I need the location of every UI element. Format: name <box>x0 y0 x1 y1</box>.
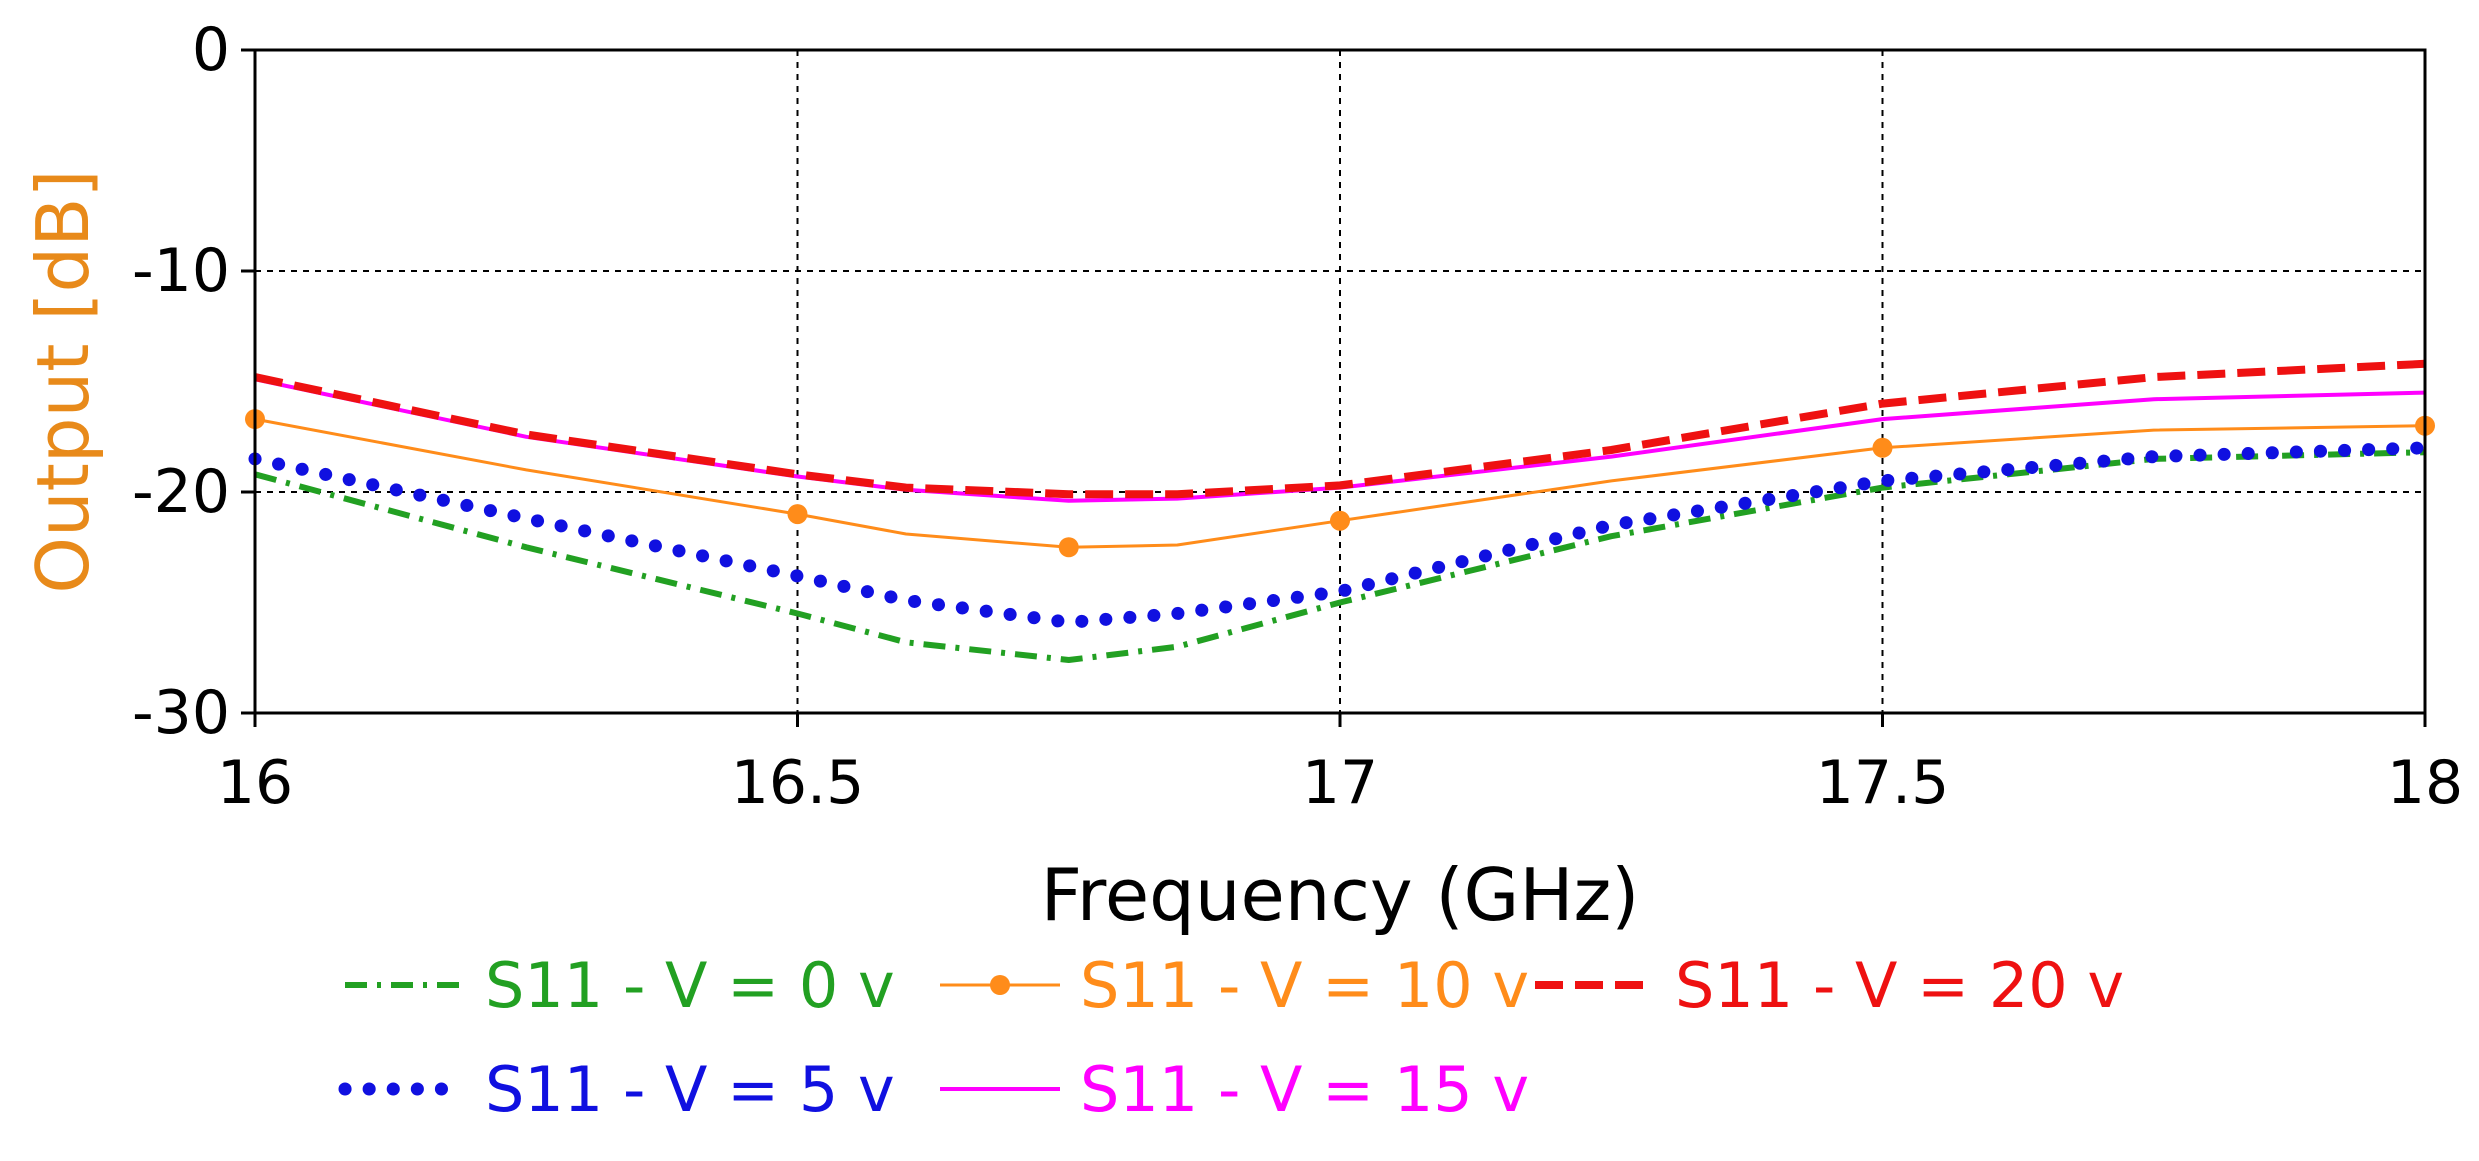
x-tick-label: 17 <box>1302 748 1378 818</box>
series-marker-s11-v-10-v <box>787 504 808 525</box>
series-marker-s11-v-10-v <box>1872 437 1893 458</box>
y-axis-title: Output [dB] <box>21 169 105 593</box>
legend: S11 - V = 0 v S11 - V = 10 v S11 - V = 20 … <box>338 949 2124 1126</box>
legend-label-s11-v-15-v: S11 - V = 15 v <box>1080 1053 1529 1126</box>
series-line-s11-v-5-v <box>248 441 2432 629</box>
legend-marker-s11-v-10-v <box>990 975 1010 995</box>
plot-frame <box>253 48 2427 715</box>
series-line-s11-v-20-v <box>254 359 2426 499</box>
series-line-s11-v-10-v <box>254 417 2426 549</box>
y-tick-label: -30 <box>132 678 230 748</box>
series-line-s11-v-0-v <box>254 449 2426 663</box>
y-tick-label: -20 <box>132 457 230 527</box>
y-tick-label: -10 <box>132 236 230 306</box>
series-marker-s11-v-10-v <box>1330 510 1350 531</box>
y-tick-label: 0 <box>192 15 230 85</box>
series-lines <box>245 359 2435 663</box>
legend-label-s11-v-20-v: S11 - V = 20 v <box>1675 949 2124 1022</box>
series-marker-s11-v-10-v <box>1058 537 1079 558</box>
x-axis-title: Frequency (GHz) <box>1041 853 1640 937</box>
x-tick-label: 17.5 <box>1816 748 1950 818</box>
x-tick-label: 18 <box>2387 748 2463 818</box>
tick-labels: 16 16.5 17 17.5 18 0 -10 -20 -30 <box>132 15 2463 818</box>
legend-label-s11-v-5-v: S11 - V = 5 v <box>485 1053 895 1126</box>
x-tick-label: 16 <box>217 748 293 818</box>
legend-label-s11-v-0-v: S11 - V = 0 v <box>485 949 895 1022</box>
legend-label-s11-v-10-v: S11 - V = 10 v <box>1080 949 1529 1022</box>
axis-ticks <box>241 48 2427 727</box>
x-tick-label: 16.5 <box>731 748 865 818</box>
